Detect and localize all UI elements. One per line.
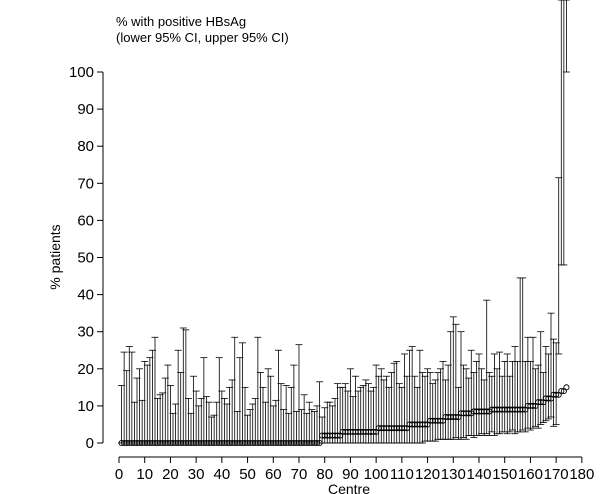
x-tick-label: 30 bbox=[188, 466, 205, 483]
y-tick-label: 50 bbox=[77, 250, 94, 267]
point-estimate bbox=[421, 421, 429, 428]
x-tick-label: 90 bbox=[342, 466, 359, 483]
y-tick-label: 100 bbox=[69, 64, 94, 81]
y-tick-label: 20 bbox=[77, 361, 94, 378]
x-tick-label: 130 bbox=[441, 466, 466, 483]
y-tick-label: 40 bbox=[77, 287, 94, 304]
y-tick-label: 70 bbox=[77, 175, 94, 192]
x-tick-label: 50 bbox=[239, 466, 256, 483]
point-estimate bbox=[558, 388, 565, 395]
y-axis-title: % patients bbox=[47, 224, 63, 289]
point-estimate bbox=[452, 413, 459, 421]
chart-title-line-2: (lower 95% CI, upper 95% CI) bbox=[116, 30, 289, 45]
y-tick-label: 90 bbox=[77, 101, 94, 118]
x-tick-label: 0 bbox=[115, 466, 123, 483]
x-tick-label: 70 bbox=[291, 466, 308, 483]
x-tick-label: 140 bbox=[466, 466, 491, 483]
x-tick-label: 170 bbox=[544, 466, 569, 483]
x-tick-label: 110 bbox=[390, 466, 414, 483]
x-axis-title: Centre bbox=[328, 481, 370, 494]
point-estimate bbox=[545, 395, 552, 402]
x-tick-label: 180 bbox=[569, 466, 594, 483]
x-tick-label: 20 bbox=[162, 466, 179, 483]
y-tick-label: 60 bbox=[77, 212, 94, 229]
point-estimate bbox=[465, 410, 472, 417]
data-points bbox=[118, 384, 570, 447]
point-estimate bbox=[529, 402, 537, 409]
point-estimate bbox=[483, 408, 490, 415]
point-estimate bbox=[553, 391, 560, 398]
x-tick-label: 60 bbox=[265, 466, 282, 483]
point-estimate bbox=[370, 428, 377, 435]
y-tick-label: 30 bbox=[77, 324, 94, 341]
point-estimate bbox=[537, 399, 544, 406]
point-estimate bbox=[334, 432, 341, 439]
y-tick-label: 10 bbox=[77, 398, 94, 415]
x-tick-label: 40 bbox=[214, 466, 231, 483]
chart-title: % with positive HBsAg (lower 95% CI, upp… bbox=[116, 14, 289, 45]
axes: 0 10 20 30 40 50 60 70 80 90 100 0 10 20 30 40 50 60 70 80 9… bbox=[69, 64, 594, 483]
chart-title-line-1: % with positive HBsAg bbox=[116, 14, 246, 29]
x-tick-label: 150 bbox=[492, 466, 517, 483]
point-estimate bbox=[401, 425, 408, 432]
x-tick-label: 80 bbox=[316, 466, 333, 483]
point-estimate bbox=[313, 439, 321, 447]
point-estimate bbox=[519, 406, 526, 413]
y-tick-label: 80 bbox=[77, 138, 94, 155]
point-estimate bbox=[437, 417, 444, 424]
x-tick-label: 160 bbox=[518, 466, 543, 483]
error-bars bbox=[118, 0, 570, 444]
x-tick-label: 120 bbox=[415, 466, 440, 483]
y-tick-label: 0 bbox=[86, 435, 94, 452]
point-estimate bbox=[563, 384, 570, 391]
x-tick-label: 10 bbox=[136, 466, 153, 483]
x-tick-label: 100 bbox=[364, 466, 389, 483]
point-estimate bbox=[316, 439, 323, 447]
